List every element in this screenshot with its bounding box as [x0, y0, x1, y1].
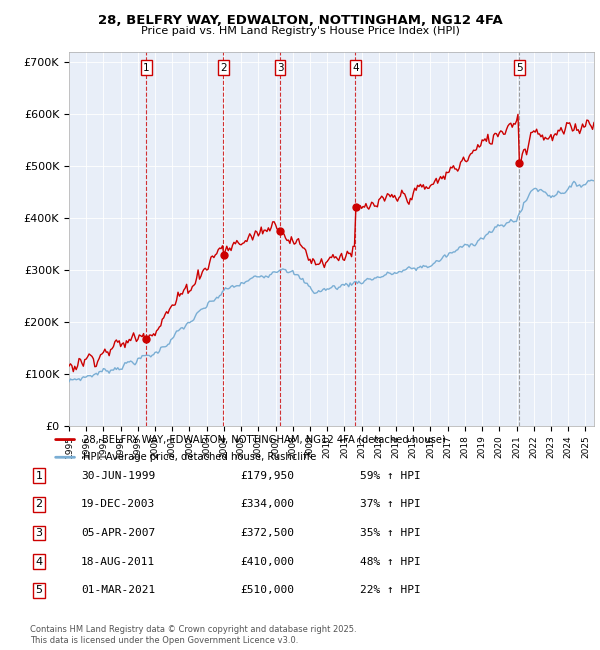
Text: £410,000: £410,000 — [240, 556, 294, 567]
Text: £179,950: £179,950 — [240, 471, 294, 481]
Text: 30-JUN-1999: 30-JUN-1999 — [81, 471, 155, 481]
Text: 3: 3 — [35, 528, 43, 538]
Text: 48% ↑ HPI: 48% ↑ HPI — [360, 556, 421, 567]
Text: HPI: Average price, detached house, Rushcliffe: HPI: Average price, detached house, Rush… — [83, 452, 316, 462]
Text: 22% ↑ HPI: 22% ↑ HPI — [360, 585, 421, 595]
Text: 4: 4 — [352, 62, 359, 73]
Text: Contains HM Land Registry data © Crown copyright and database right 2025.
This d: Contains HM Land Registry data © Crown c… — [30, 625, 356, 645]
Text: £372,500: £372,500 — [240, 528, 294, 538]
Text: 1: 1 — [143, 62, 150, 73]
Text: 05-APR-2007: 05-APR-2007 — [81, 528, 155, 538]
Text: 18-AUG-2011: 18-AUG-2011 — [81, 556, 155, 567]
Text: 2: 2 — [35, 499, 43, 510]
Text: £510,000: £510,000 — [240, 585, 294, 595]
Text: 2: 2 — [220, 62, 227, 73]
Text: 59% ↑ HPI: 59% ↑ HPI — [360, 471, 421, 481]
Text: Price paid vs. HM Land Registry's House Price Index (HPI): Price paid vs. HM Land Registry's House … — [140, 26, 460, 36]
Text: 3: 3 — [277, 62, 283, 73]
Text: 28, BELFRY WAY, EDWALTON, NOTTINGHAM, NG12 4FA: 28, BELFRY WAY, EDWALTON, NOTTINGHAM, NG… — [98, 14, 502, 27]
Text: 5: 5 — [35, 585, 43, 595]
Text: £334,000: £334,000 — [240, 499, 294, 510]
Text: 35% ↑ HPI: 35% ↑ HPI — [360, 528, 421, 538]
Text: 01-MAR-2021: 01-MAR-2021 — [81, 585, 155, 595]
Text: 19-DEC-2003: 19-DEC-2003 — [81, 499, 155, 510]
Text: 37% ↑ HPI: 37% ↑ HPI — [360, 499, 421, 510]
Text: 5: 5 — [516, 62, 523, 73]
Text: 28, BELFRY WAY, EDWALTON, NOTTINGHAM, NG12 4FA (detached house): 28, BELFRY WAY, EDWALTON, NOTTINGHAM, NG… — [83, 435, 446, 445]
Text: 4: 4 — [35, 556, 43, 567]
Text: 1: 1 — [35, 471, 43, 481]
